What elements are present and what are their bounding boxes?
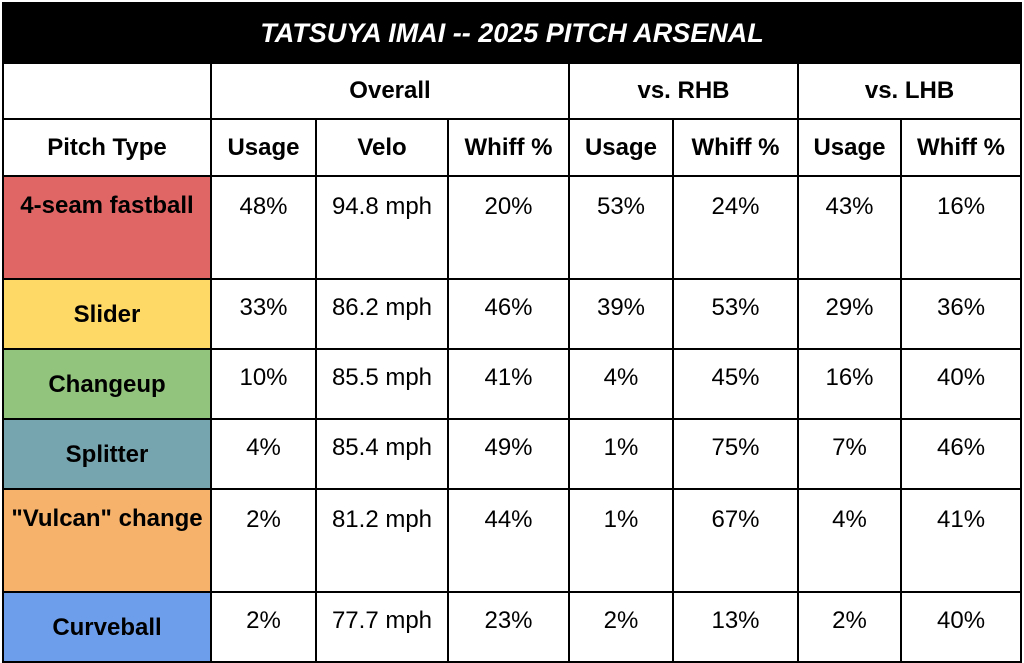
value-cell: 1% <box>568 488 674 593</box>
table-row: Slider 33% 86.2 mph 46% 39% 53% 29% 36% <box>2 278 1023 350</box>
column-header: Whiff % <box>899 118 1023 177</box>
value-cell: 10% <box>210 348 317 420</box>
value-cell: 4% <box>568 348 674 420</box>
column-header: Velo <box>315 118 449 177</box>
value-cell: 1% <box>568 418 674 490</box>
table-row: Curveball 2% 77.7 mph 23% 2% 13% 2% 40% <box>2 591 1023 663</box>
value-cell: 36% <box>899 278 1023 350</box>
pitch-type-cell: Splitter <box>2 418 212 490</box>
value-cell: 45% <box>672 348 799 420</box>
column-header: Whiff % <box>672 118 799 177</box>
table-title: TATSUYA IMAI -- 2025 PITCH ARSENAL <box>1 2 1023 64</box>
value-cell: 39% <box>568 278 674 350</box>
value-cell: 85.4 mph <box>315 418 449 490</box>
value-cell: 40% <box>899 591 1023 663</box>
value-cell: 33% <box>210 278 317 350</box>
column-header: Whiff % <box>447 118 570 177</box>
column-header: Pitch Type <box>2 118 212 177</box>
pitch-type-cell: Changeup <box>2 348 212 420</box>
value-cell: 23% <box>447 591 570 663</box>
value-cell: 13% <box>672 591 799 663</box>
value-cell: 46% <box>447 278 570 350</box>
table-row: Splitter 4% 85.4 mph 49% 1% 75% 7% 46% <box>2 418 1023 490</box>
value-cell: 20% <box>447 175 570 280</box>
value-cell: 2% <box>797 591 902 663</box>
value-cell: 46% <box>899 418 1023 490</box>
value-cell: 49% <box>447 418 570 490</box>
value-cell: 24% <box>672 175 799 280</box>
group-header-vs-rhb: vs. RHB <box>568 62 799 120</box>
value-cell: 75% <box>672 418 799 490</box>
empty-header-cell <box>2 62 212 120</box>
value-cell: 2% <box>210 488 317 593</box>
value-cell: 16% <box>899 175 1023 280</box>
value-cell: 41% <box>899 488 1023 593</box>
value-cell: 43% <box>797 175 902 280</box>
value-cell: 16% <box>797 348 902 420</box>
table-row: Changeup 10% 85.5 mph 41% 4% 45% 16% 40% <box>2 348 1023 420</box>
value-cell: 53% <box>568 175 674 280</box>
value-cell: 81.2 mph <box>315 488 449 593</box>
value-cell: 53% <box>672 278 799 350</box>
column-header: Usage <box>568 118 674 177</box>
value-cell: 7% <box>797 418 902 490</box>
pitch-type-cell: "Vulcan" change <box>2 488 212 593</box>
value-cell: 85.5 mph <box>315 348 449 420</box>
table-row: "Vulcan" change 2% 81.2 mph 44% 1% 67% 4% 41% <box>2 488 1023 593</box>
value-cell: 67% <box>672 488 799 593</box>
value-cell: 77.7 mph <box>315 591 449 663</box>
value-cell: 94.8 mph <box>315 175 449 280</box>
value-cell: 40% <box>899 348 1023 420</box>
value-cell: 2% <box>210 591 317 663</box>
value-cell: 29% <box>797 278 902 350</box>
column-header: Usage <box>797 118 902 177</box>
group-header-vs-lhb: vs. LHB <box>796 62 1023 120</box>
value-cell: 86.2 mph <box>315 278 449 350</box>
group-header-overall: Overall <box>210 62 570 120</box>
value-cell: 4% <box>797 488 902 593</box>
value-cell: 41% <box>447 348 570 420</box>
value-cell: 48% <box>210 175 317 280</box>
pitch-type-cell: 4-seam fastball <box>2 175 212 280</box>
pitch-type-cell: Curveball <box>2 591 212 663</box>
table-row: 4-seam fastball 48% 94.8 mph 20% 53% 24% 43% 16… <box>2 175 1023 280</box>
value-cell: 4% <box>210 418 317 490</box>
value-cell: 2% <box>568 591 674 663</box>
value-cell: 44% <box>447 488 570 593</box>
pitch-type-cell: Slider <box>2 278 212 350</box>
column-header: Usage <box>210 118 317 177</box>
